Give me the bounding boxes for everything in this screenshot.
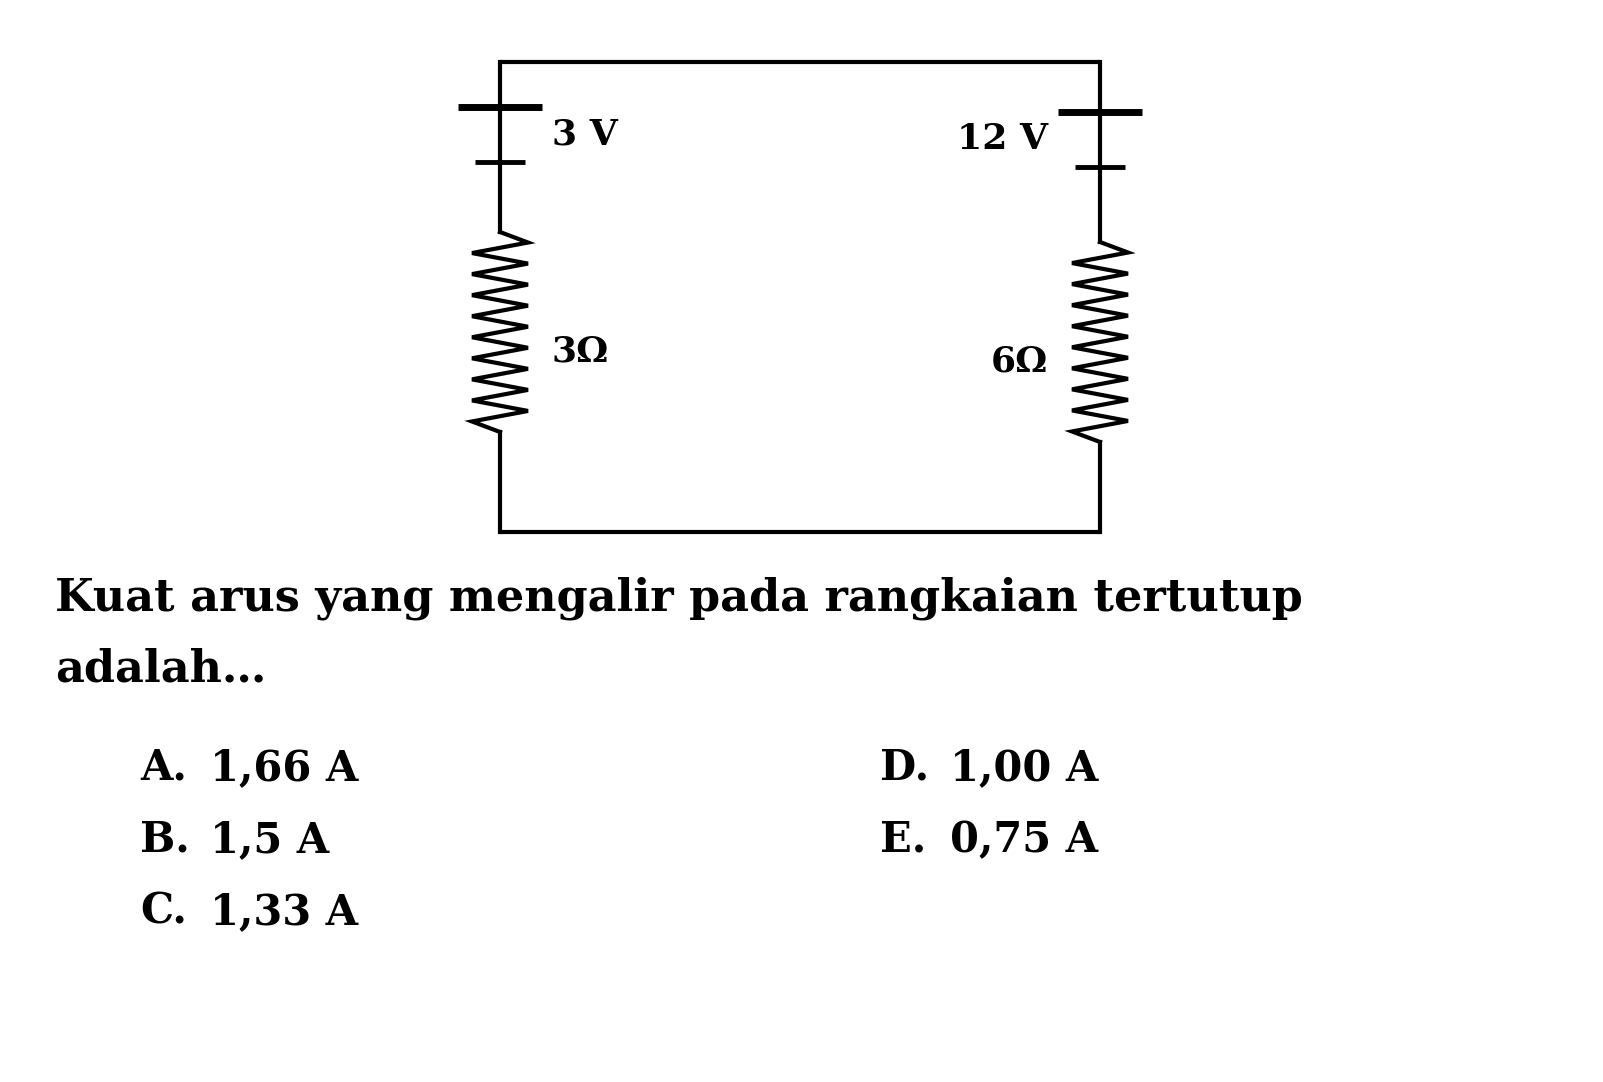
Text: 1,66 A: 1,66 A — [210, 747, 357, 789]
Text: C.: C. — [139, 890, 188, 933]
Text: 6Ω: 6Ω — [991, 345, 1048, 379]
Text: Kuat arus yang mengalir pada rangkaian tertutup: Kuat arus yang mengalir pada rangkaian t… — [55, 577, 1303, 620]
Text: 1,33 A: 1,33 A — [210, 890, 357, 933]
Text: 3Ω: 3Ω — [551, 335, 609, 369]
Text: B.: B. — [139, 819, 189, 861]
Text: 1,5 A: 1,5 A — [210, 819, 329, 861]
Text: D.: D. — [880, 747, 930, 789]
Text: A.: A. — [139, 747, 188, 789]
Text: 1,00 A: 1,00 A — [951, 747, 1098, 789]
Text: 0,75 A: 0,75 A — [951, 819, 1098, 861]
Text: 12 V: 12 V — [957, 122, 1048, 157]
Text: 3 V: 3 V — [551, 118, 617, 151]
Text: E.: E. — [880, 819, 927, 861]
Text: adalah…: adalah… — [55, 647, 266, 690]
